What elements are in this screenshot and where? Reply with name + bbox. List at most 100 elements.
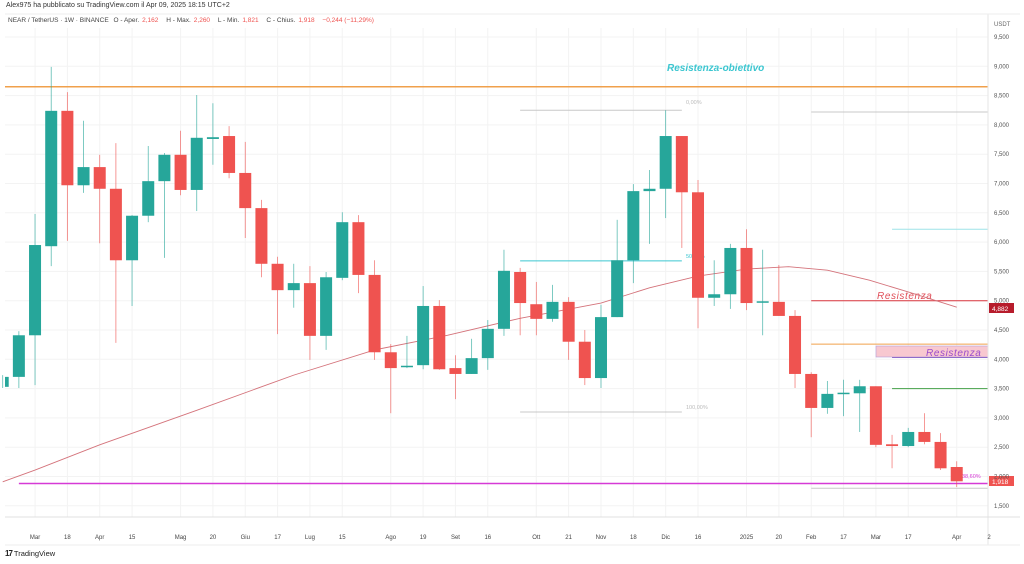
candle-body [821,393,834,408]
x-tick-label: 17 [840,535,847,541]
x-tick-label: Lug [305,535,315,541]
drawing-lines [5,86,988,489]
candle-body [5,376,9,387]
x-tick-label: Dic [661,535,670,541]
candle-body [578,341,591,379]
x-tick-label: 20 [210,535,217,541]
open-label: O - Aper. [113,17,140,24]
grid [5,28,988,517]
candle-body [174,154,187,190]
candle-body [384,352,397,369]
x-tick-label: 19 [420,535,427,541]
candle-body [869,386,882,445]
candle-body [223,136,236,173]
x-tick-label: Mar [871,535,881,541]
candle-body [562,301,575,342]
ma-price-tag: 4,882 [989,303,1014,313]
candle-body [918,431,931,442]
candle-body [433,305,446,370]
candle-body [239,172,252,209]
candle-body [481,328,494,359]
x-tick-label: 2025 [740,535,754,541]
candle-body [368,274,381,353]
open-value: 2,162 [142,17,159,24]
candle-body [303,283,316,336]
y-tick-label: 9,000 [994,64,1010,70]
candle-body [934,441,947,469]
change-value: −0,244 (−11,29%) [322,17,374,24]
y-tick-label: 6,000 [994,240,1010,246]
candle-body [950,467,963,482]
published-info: Alex975 ha pubblicato su TradingView.com… [6,2,230,9]
candle-body [514,271,527,304]
candle-body [126,215,139,261]
tradingview-logo[interactable]: 17 TradingView [5,549,55,558]
candle-body [530,304,543,319]
y-tick-label: 3,000 [994,416,1010,422]
currency-label: USDT [994,22,1011,28]
candle-body [449,368,462,374]
candle-body [45,110,58,247]
brand-name: TradingView [13,549,56,558]
candle-body [724,247,737,295]
candle-body [740,247,753,304]
candle-body [611,260,624,318]
candle-body [497,270,510,329]
candle-body [336,222,349,278]
y-tick-label: 4,500 [994,328,1010,334]
x-tick-label: 18 [630,535,637,541]
candle-body [853,386,866,394]
candle-body [837,392,850,395]
x-tick-label: 16 [484,535,491,541]
fib-0-label: 0,00% [686,100,702,106]
y-tick-label: 7,500 [994,152,1010,158]
y-tick-label: 2,500 [994,445,1010,451]
x-tick-label: 20 [776,535,783,541]
x-tick-label: Nov [596,535,607,541]
candle-body [255,208,268,264]
x-tick-label: 15 [339,535,346,541]
candle-body [692,192,705,298]
x-tick-label: Mag [175,535,187,541]
y-tick-label: 6,500 [994,211,1010,217]
y-tick-label: 3,500 [994,387,1010,393]
resistance-label-2: Resistenza [926,348,981,359]
close-value: 1,918 [298,17,315,24]
low-label: L - Min. [217,17,240,24]
resistance-label-1: Resistenza [877,291,932,302]
logo-icon: 17 [5,549,13,558]
candle-body [417,305,430,366]
candle-body [109,188,122,261]
candle-body [546,301,559,319]
y-tick-label: 1,500 [994,504,1010,510]
symbol-name[interactable]: NEAR / TetherUS · 1W · BINANCE [8,17,109,24]
y-tick-label: 4,000 [994,357,1010,363]
candle-body [61,110,74,186]
x-tick-label: 18 [64,535,71,541]
candle-body [320,277,333,336]
candle-body [271,263,284,291]
candle-body [805,373,818,408]
x-tick-label: Set [451,535,460,541]
svg-text:4,882: 4,882 [992,306,1009,313]
candle-body [465,358,478,374]
candle-body [29,245,42,336]
y-tick-label: 7,000 [994,182,1010,188]
axes: USDT 4,882 1,918 9,500 9,000 8,500 8,000 7,5… [5,13,1020,546]
x-tick-label: 21 [565,535,572,541]
candle-body [400,365,413,368]
x-tick-label: 17 [905,535,912,541]
candle-body [902,431,915,447]
candle-body [756,301,769,303]
candle-body [12,335,25,377]
candle-body [93,167,106,189]
candle-body [287,283,300,291]
last-price-tag: 1,918 [989,476,1014,486]
candle-body [643,188,656,192]
y-tick-label: 5,500 [994,269,1010,275]
x-tick-label: Giu [241,535,250,541]
x-tick-label: Apr [95,535,104,541]
candle-body [142,181,155,216]
candle-body [77,167,90,186]
